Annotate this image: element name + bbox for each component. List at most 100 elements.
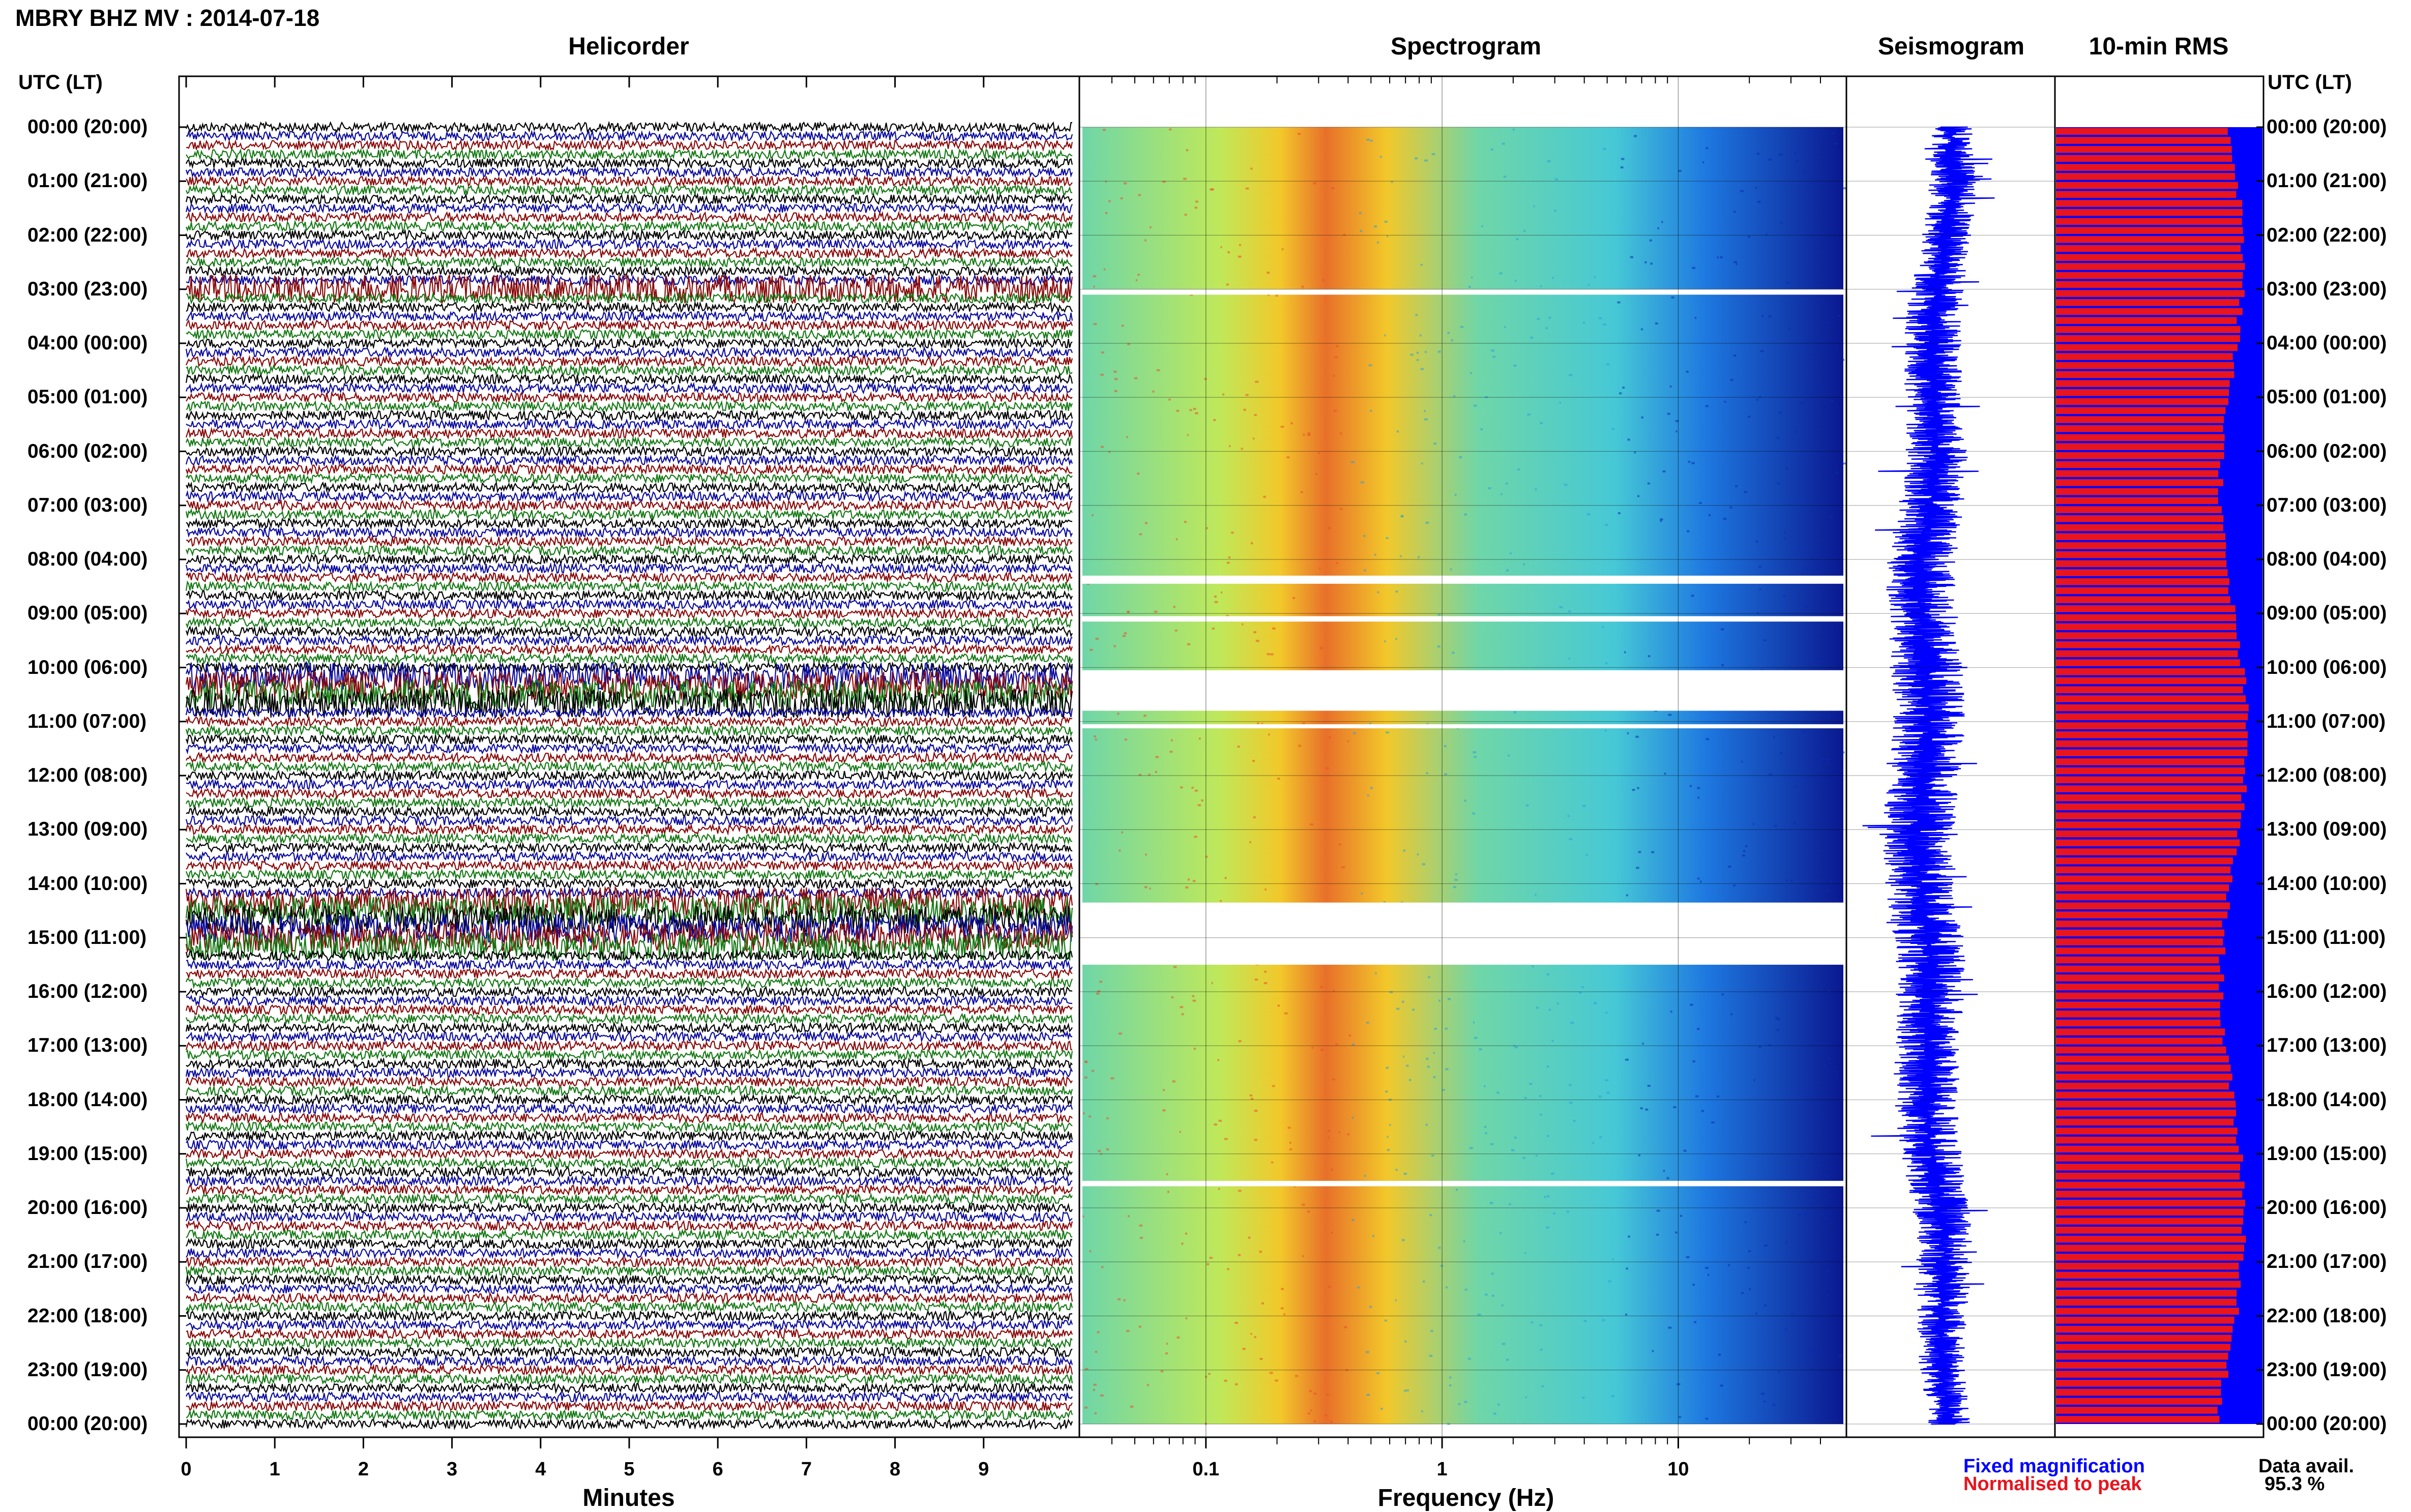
spectrogram-speckle	[1835, 471, 1839, 474]
spectrogram-speckle	[1447, 1422, 1450, 1425]
spectrogram-speckle	[1097, 1331, 1100, 1333]
spectrogram-speckle	[1529, 1083, 1533, 1085]
right-time-tick-label: 10:00 (06:00)	[2267, 656, 2387, 678]
helicorder-x-tick-label: 3	[447, 1459, 458, 1480]
helicorder-trace	[186, 246, 1073, 260]
spectrogram-speckle	[1467, 1357, 1471, 1360]
helicorder-trace	[185, 715, 1073, 728]
spectrogram-speckle	[1691, 595, 1694, 597]
spectrogram-speckle	[1645, 1108, 1649, 1111]
helicorder-trace	[186, 841, 1073, 854]
spectrogram-speckle	[1280, 1307, 1284, 1310]
spectrogram-speckle	[1636, 867, 1639, 869]
spectrogram-speckle	[1128, 1215, 1130, 1218]
rms-bar	[2056, 1064, 2231, 1072]
helicorder-trace	[186, 1228, 1073, 1242]
rms-bar	[2056, 803, 2245, 811]
rms-bar	[2056, 533, 2226, 541]
spectrogram-speckle	[1513, 711, 1517, 714]
spectrogram-speckle	[1126, 1330, 1130, 1332]
spectrogram-speckle	[1272, 627, 1276, 630]
rms-bar	[2056, 1308, 2239, 1315]
spectrogram-speckle	[1083, 1112, 1085, 1115]
spectrogram-speckle	[1697, 877, 1700, 880]
spectrogram-speckle	[1768, 1044, 1771, 1047]
rms-bar	[2056, 929, 2225, 937]
rms-bar	[2056, 569, 2228, 576]
spectrogram-speckle	[1506, 1358, 1509, 1361]
spectrogram-speckle	[1800, 1155, 1803, 1158]
spectrogram-speckle	[1651, 851, 1655, 853]
spectrogram-speckle	[1345, 1369, 1348, 1371]
spectrogram-speckle	[1144, 522, 1148, 524]
rms-bar	[2056, 191, 2237, 198]
helicorder-x-tick-label: 6	[712, 1459, 723, 1480]
spectrogram-speckle	[1552, 277, 1554, 279]
rms-bar	[2056, 1037, 2223, 1045]
spectrogram-speckle	[1697, 1028, 1700, 1030]
spectrogram-speckle	[1586, 513, 1591, 516]
spectrogram-speckle	[1705, 1267, 1709, 1269]
spectrogram-speckle	[1668, 714, 1672, 716]
spectrogram-speckle	[1181, 1013, 1184, 1016]
spectrogram-speckle	[1387, 1136, 1389, 1138]
spectrogram-speckle	[1385, 1090, 1388, 1093]
spectrogram-speckle	[1238, 1040, 1242, 1043]
spectrogram-speckle	[1209, 1257, 1213, 1259]
spectrogram-speckle	[1540, 1113, 1542, 1116]
helicorder-trace	[186, 1327, 1073, 1341]
helicorder-trace	[186, 400, 1073, 413]
helicorder-trace	[185, 1084, 1073, 1098]
spectrogram-speckle	[1353, 732, 1356, 734]
helicorder-trace	[186, 1318, 1073, 1332]
rms-bar	[2056, 776, 2243, 784]
spectrogram-speckle	[1360, 230, 1363, 232]
rms-bar	[2056, 632, 2237, 639]
spectrogram-speckle	[1692, 1284, 1695, 1286]
spectrogram-speckle	[1664, 773, 1666, 775]
rms-bar	[2056, 893, 2226, 901]
spectrogram-speckle	[1453, 395, 1456, 398]
spectrogram-speckle	[1137, 472, 1140, 475]
spectrogram-speckle	[1638, 1154, 1641, 1157]
spectrogram-speckle	[1328, 527, 1331, 529]
spectrogram-speckle	[1313, 182, 1316, 185]
spectrogram-speckle	[1270, 653, 1274, 656]
helicorder-trace	[186, 1246, 1073, 1260]
right-time-tick-label: 15:00 (11:00)	[2267, 926, 2386, 948]
spectrogram-speckle	[1547, 160, 1551, 163]
rms-bar	[2056, 1218, 2243, 1225]
helicorder-trace	[185, 1003, 1073, 1017]
spectrogram-speckle	[1515, 280, 1517, 282]
spectrogram-speckle	[1347, 1133, 1350, 1136]
spectrogram-speckle	[1477, 1313, 1481, 1316]
spectrogram-speckle	[1319, 567, 1321, 570]
spectrogram-speckle	[1220, 246, 1222, 249]
spectrogram-speckle	[1522, 1157, 1526, 1159]
rms-bar	[2056, 1101, 2236, 1108]
spectrogram-speckle	[1380, 1408, 1383, 1410]
helicorder-trace	[185, 1021, 1073, 1034]
spectrogram-speckle	[1118, 1032, 1122, 1035]
spectrogram-speckle	[1689, 785, 1692, 787]
helicorder-title: Helicorder	[568, 33, 689, 60]
left-time-tick-label: 12:00 (08:00)	[27, 764, 148, 786]
spectrogram-speckle	[1315, 473, 1318, 476]
spectrogram-speckle	[1160, 1370, 1164, 1373]
spectrogram-speckle	[1175, 538, 1178, 541]
spectrogram-speckle	[1387, 1149, 1390, 1151]
spectrogram-speckle	[1773, 1404, 1776, 1406]
rms-bar	[2056, 1136, 2236, 1144]
spectrogram-speckle	[1666, 1177, 1669, 1179]
spectrogram-speckle	[1155, 756, 1159, 758]
spectrogram-speckle	[1551, 1040, 1554, 1042]
spectrogram-speckle	[1594, 276, 1596, 278]
spectrogram-speckle	[1275, 294, 1278, 297]
helicorder-trace	[186, 643, 1073, 656]
rms-bar	[2056, 344, 2238, 351]
spectrogram-speckle	[1101, 351, 1104, 354]
spectrogram-speckle	[1205, 1376, 1208, 1378]
spectrogram-speckle	[1292, 597, 1296, 599]
rms-bar	[2056, 875, 2232, 882]
spectrogram-speckle	[1474, 756, 1477, 758]
